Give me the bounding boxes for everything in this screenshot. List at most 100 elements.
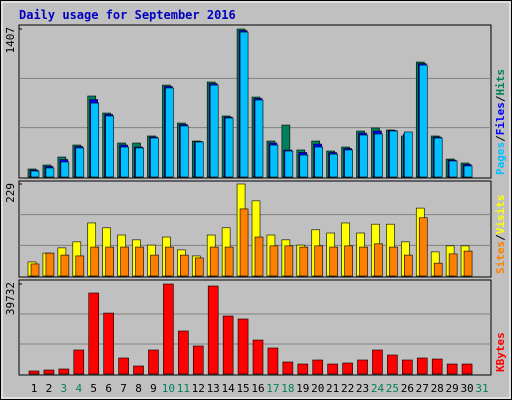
bar (297, 363, 309, 375)
bar (314, 146, 324, 178)
bar (30, 263, 40, 277)
x-tick-label: 20 (311, 382, 324, 395)
bar (418, 217, 428, 277)
bar (329, 153, 338, 178)
legend: Sites/Visits (494, 195, 507, 275)
x-tick-label: 14 (222, 382, 236, 395)
bar (178, 330, 189, 375)
x-tick-label: 29 (446, 382, 459, 395)
x-tick-label: 2 (46, 382, 53, 395)
bar (284, 245, 294, 277)
x-tick-label: 30 (460, 382, 473, 395)
bar (389, 130, 398, 178)
x-tick-label: 26 (401, 382, 414, 395)
legend-entry: KBytes (494, 332, 507, 372)
bar (105, 115, 114, 178)
legend-separator: / (494, 234, 507, 241)
bar (180, 125, 189, 178)
legend: Pages/Files/Hits (494, 69, 507, 175)
bar (180, 254, 189, 277)
bar (120, 246, 129, 277)
bar (103, 312, 114, 375)
bar (433, 262, 443, 277)
bar (194, 141, 204, 178)
chart-title: Daily usage for September 2016 (19, 8, 236, 22)
bar (431, 358, 443, 375)
x-tick-label: 18 (281, 382, 294, 395)
bar (150, 254, 159, 277)
bar (45, 167, 55, 178)
bar (282, 361, 294, 375)
bar (327, 363, 338, 375)
bar (133, 365, 144, 375)
bar (299, 246, 309, 277)
bar (165, 246, 174, 277)
bar (254, 236, 264, 277)
legend-entry: Hits (494, 69, 507, 96)
x-tick-label: 27 (416, 382, 429, 395)
bar (314, 245, 324, 277)
x-tick-label: 8 (135, 382, 142, 395)
bar (463, 165, 473, 178)
x-tick-label: 1 (31, 382, 38, 395)
bar (252, 339, 264, 375)
x-tick-label: 15 (236, 382, 249, 395)
x-tick-label: 17 (266, 382, 279, 395)
bar (43, 369, 55, 375)
x-tick-label: 22 (341, 382, 354, 395)
bar (90, 102, 100, 178)
bar (194, 257, 204, 277)
x-tick-label: 3 (61, 382, 68, 395)
bar (45, 252, 55, 277)
x-tick-label: 11 (177, 382, 190, 395)
x-tick-label: 9 (150, 382, 157, 395)
x-tick-label: 6 (105, 382, 112, 395)
bar (222, 315, 234, 375)
bar (312, 359, 324, 375)
bar (207, 285, 219, 375)
bar (329, 246, 338, 277)
bar (30, 170, 40, 178)
bar (463, 250, 473, 277)
bar (416, 357, 428, 375)
bar (359, 134, 368, 178)
bar (150, 137, 159, 178)
x-tick-label: 19 (296, 382, 309, 395)
bar (105, 246, 114, 277)
x-tick-label: 12 (192, 382, 205, 395)
bar (118, 357, 129, 375)
bar (237, 318, 249, 375)
bar (344, 245, 353, 277)
x-tick-label: 16 (251, 382, 264, 395)
bar (135, 246, 144, 277)
legend: KBytes (494, 332, 507, 372)
bar (224, 246, 234, 277)
x-tick-label: 31 (475, 382, 488, 395)
bar (224, 117, 234, 178)
x-tick-label: 24 (371, 382, 385, 395)
bar (120, 146, 129, 178)
bar (60, 254, 70, 277)
bar (299, 154, 309, 178)
bar (344, 149, 353, 178)
bar (209, 84, 219, 178)
bar (135, 147, 144, 178)
bar (269, 245, 279, 277)
bar (389, 246, 398, 277)
bar (359, 246, 368, 277)
bar (73, 349, 85, 375)
bar (448, 253, 458, 277)
x-tick-label: 7 (120, 382, 127, 395)
bar (284, 150, 294, 178)
bar (387, 354, 398, 375)
y-tick-label: 1407 (4, 27, 17, 54)
bar (374, 243, 383, 277)
bar (269, 144, 279, 178)
bar (404, 131, 413, 178)
x-tick-label: 13 (207, 382, 220, 395)
bar (461, 363, 473, 375)
x-tick-label: 28 (431, 382, 444, 395)
x-tick-label: 23 (356, 382, 369, 395)
bar (402, 359, 413, 375)
x-tick-label: 21 (326, 382, 339, 395)
